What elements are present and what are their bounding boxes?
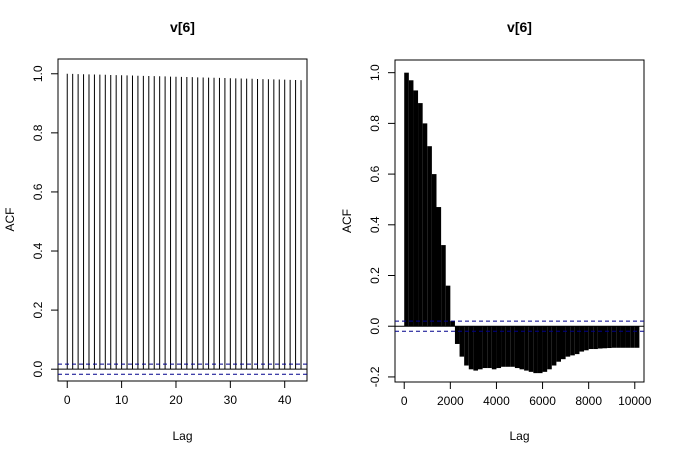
reference-lines (395, 320, 644, 332)
x-tick-label: 30 (224, 393, 238, 407)
acf-bar (473, 326, 478, 371)
acf-bar (611, 326, 617, 348)
acf-bar (468, 326, 474, 370)
acf-bar (454, 326, 460, 344)
acf-bar (413, 90, 419, 327)
acf-bar (630, 326, 635, 348)
y-tick-label: -0.2 (368, 366, 382, 387)
acf-bar (533, 326, 538, 374)
reference-lines (58, 363, 307, 375)
acf-bar (570, 326, 575, 356)
acf-bars (404, 72, 640, 374)
acf-bar (519, 326, 525, 370)
x-axis-label: Lag (172, 429, 192, 443)
x-tick-label: 4000 (483, 394, 510, 408)
acf-bar (625, 326, 631, 348)
acf-bar (584, 326, 589, 351)
acf-bar (602, 326, 608, 349)
acf-bar (565, 326, 571, 357)
x-tick-label: 40 (278, 393, 292, 407)
x-tick-label: 8000 (575, 394, 602, 408)
acf-bar (478, 326, 483, 370)
acf-bar (408, 80, 414, 327)
plot-area-frame (57, 58, 308, 382)
y-axis-label: ACF (340, 209, 354, 233)
y-tick-label: 1.0 (368, 64, 382, 81)
acf-bar (404, 72, 409, 327)
y-axis: 0.0 0.2 0.4 0.6 0.8 1.0 (31, 65, 58, 378)
acf-bar (616, 326, 621, 348)
acf-bar (607, 326, 612, 349)
acf-bar (487, 326, 492, 369)
acf-bar (501, 326, 506, 367)
acf-bar (579, 326, 585, 352)
y-tick-label: 0.4 (368, 216, 382, 233)
acf-bar (514, 326, 520, 369)
y-tick-label: 0.2 (31, 301, 45, 318)
acf-bar (436, 207, 442, 327)
acf-bar (491, 326, 497, 370)
x-axis: 0 2000 4000 6000 8000 10000 (401, 382, 652, 408)
y-tick-label: 0.8 (368, 115, 382, 132)
x-tick-label: 20 (169, 393, 183, 407)
acf-bar (556, 326, 561, 362)
x-tick-label: 0 (401, 394, 408, 408)
plot-area-frame (394, 59, 645, 383)
x-tick-label: 6000 (529, 394, 556, 408)
x-tick-label: 0 (64, 393, 71, 407)
y-tick-label: 0.8 (31, 124, 45, 141)
x-axis-label: Lag (509, 429, 529, 443)
x-tick-label: 10 (115, 393, 129, 407)
acf-bar (574, 326, 580, 355)
acf-bar (510, 326, 515, 367)
acf-bar (551, 326, 557, 366)
acf-bar (427, 146, 432, 327)
acf-bar (593, 326, 598, 350)
acf-bar (588, 326, 594, 350)
acf-bar (418, 103, 423, 327)
acf-bar (505, 326, 511, 367)
y-tick-label: 0.4 (31, 242, 45, 259)
acf-bar (459, 326, 465, 357)
y-axis: -0.2 0.0 0.2 0.4 0.6 0.8 1.0 (368, 64, 395, 387)
y-tick-label: 1.0 (31, 65, 45, 82)
acf-bar (561, 326, 566, 360)
y-tick-label: 0.0 (368, 318, 382, 335)
acf-bar (445, 285, 451, 327)
acf-panel-right: v[6] Lag ACF 0 2000 4000 6000 8000 10000 -0.2… (340, 19, 652, 443)
acf-bar (482, 326, 488, 369)
x-tick-label: 10000 (618, 394, 652, 408)
acf-bar (620, 326, 626, 348)
y-tick-label: 0.0 (31, 361, 45, 378)
y-tick-label: 0.6 (31, 183, 45, 200)
acf-bar (496, 326, 502, 369)
chart-title: v[6] (507, 19, 532, 35)
acf-bar (528, 326, 534, 372)
y-tick-label: 0.2 (368, 267, 382, 284)
acf-bar (450, 321, 455, 327)
chart-title: v[6] (170, 19, 195, 35)
acf-bar (537, 326, 543, 374)
y-axis-label: ACF (3, 208, 17, 232)
acf-bar (597, 326, 603, 349)
acf-bar (431, 174, 437, 327)
acf-panel-left: v[6] Lag ACF 0 10 20 30 40 0.0 0.2 0.4 0.6 0.8 1.… (3, 19, 308, 443)
acf-bar (542, 326, 548, 372)
y-tick-label: 0.6 (368, 165, 382, 182)
acf-bar (524, 326, 529, 371)
x-axis: 0 10 20 30 40 (64, 381, 292, 407)
acf-bar (634, 326, 640, 348)
x-tick-label: 2000 (437, 394, 464, 408)
acf-bars (66, 73, 302, 370)
acf-bar (441, 245, 446, 327)
acf-bar (464, 326, 469, 366)
acf-bar (422, 123, 428, 327)
acf-bar (547, 326, 552, 370)
